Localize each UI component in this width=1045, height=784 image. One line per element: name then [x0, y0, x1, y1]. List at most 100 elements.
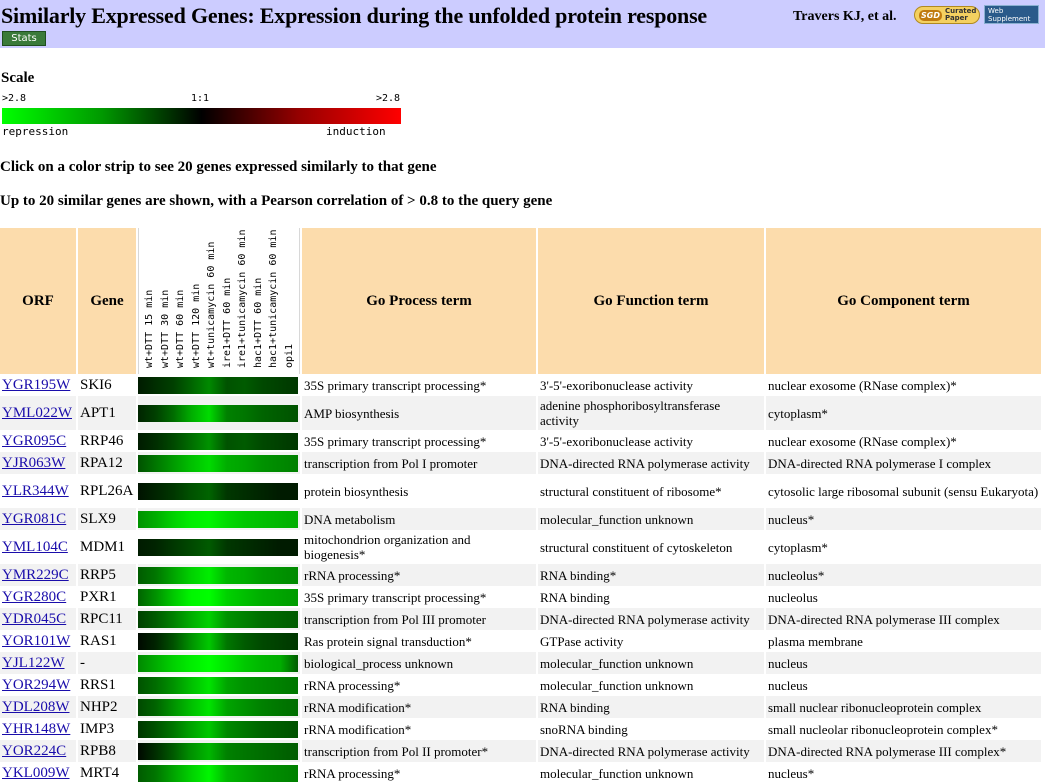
- orf-link[interactable]: YGR081C: [2, 510, 67, 527]
- orf-cell: YGR280C: [0, 586, 76, 608]
- gene-cell: MDM1: [80, 538, 126, 555]
- orf-link[interactable]: YLR344W: [2, 482, 69, 499]
- header-orf: ORF: [0, 228, 76, 374]
- expression-color-strip[interactable]: [138, 482, 298, 500]
- color-strip-cell: [138, 474, 300, 508]
- expression-color-strip[interactable]: [138, 404, 298, 422]
- go-process-cell: transcription from Pol I promoter: [302, 452, 536, 474]
- table-row: YJL122W - biological_process unknown molecu…: [0, 652, 1041, 674]
- orf-cell: YGR195W: [0, 374, 76, 396]
- go-function-cell: DNA-directed RNA polymerase activity: [538, 452, 764, 474]
- orf-link[interactable]: YKL009W: [2, 764, 70, 781]
- expression-color-strip[interactable]: [138, 376, 298, 394]
- page-header: Similarly Expressed Genes: Expression du…: [0, 0, 1045, 48]
- table-row: YKL009W MRT4 rRNA processing* molecular_fun…: [0, 762, 1041, 784]
- expression-color-strip[interactable]: [138, 454, 298, 472]
- orf-link[interactable]: YJR063W: [2, 454, 66, 471]
- orf-cell: YKL009W: [0, 762, 76, 784]
- go-component-cell: plasma membrane: [768, 633, 863, 649]
- sgd-curated-paper-link[interactable]: SGD Curated Paper: [914, 6, 980, 24]
- web-supplement-link[interactable]: Web Supplement: [984, 5, 1039, 24]
- go-component-cell: small nucleolar ribonucleoprotein comple…: [768, 721, 998, 737]
- color-strip-cell: [138, 586, 300, 608]
- go-function-cell: snoRNA binding: [540, 721, 628, 737]
- expression-color-strip[interactable]: [138, 676, 298, 694]
- orf-link[interactable]: YML104C: [2, 538, 68, 555]
- instruction-click: Click on a color strip to see 20 genes e…: [0, 159, 437, 175]
- orf-cell: YJR063W: [0, 452, 76, 474]
- expression-color-strip[interactable]: [138, 510, 298, 528]
- orf-link[interactable]: YML022W: [2, 404, 72, 421]
- condition-label: ire1+DTT 60 min: [222, 278, 233, 368]
- color-strip-cell: [138, 696, 300, 718]
- orf-link[interactable]: YGR195W: [2, 376, 71, 393]
- condition-label-text: wt+DTT 15 min: [144, 289, 155, 368]
- color-strip-cell: [138, 652, 300, 674]
- condition-label: wt+DTT 120 min: [191, 284, 202, 368]
- gene-cell: RPA12: [78, 452, 136, 474]
- orf-link[interactable]: YHR148W: [2, 720, 71, 737]
- expression-color-strip[interactable]: [138, 764, 298, 782]
- expression-color-strip[interactable]: [138, 720, 298, 738]
- orf-link[interactable]: YOR224C: [2, 742, 67, 759]
- orf-link[interactable]: YDL208W: [2, 698, 70, 715]
- gene-cell: -: [78, 652, 136, 674]
- go-component-cell: DNA-directed RNA polymerase I complex: [766, 452, 1041, 474]
- gene-cell: IMP3: [80, 720, 115, 737]
- authors-text: Travers KJ, et al.: [793, 9, 897, 24]
- color-strip-cell: [138, 762, 300, 784]
- orf-link[interactable]: YOR101W: [2, 632, 71, 649]
- expression-color-strip[interactable]: [138, 432, 298, 450]
- expression-color-strip[interactable]: [138, 610, 298, 628]
- gene-cell: SLX9: [78, 508, 136, 530]
- go-function-cell: RNA binding: [538, 696, 764, 718]
- expression-color-strip[interactable]: [138, 538, 298, 556]
- go-component-cell: DNA-directed RNA polymerase III complex*: [766, 740, 1041, 762]
- go-function-cell: RNA binding*: [538, 564, 764, 586]
- orf-cell: YOR224C: [0, 740, 76, 762]
- condition-label-text: wt+tunicamycin 60 min: [206, 241, 217, 368]
- header-go-process: Go Process term: [302, 228, 536, 374]
- expression-color-strip[interactable]: [138, 654, 298, 672]
- orf-link[interactable]: YOR294W: [2, 676, 71, 693]
- expression-color-strip[interactable]: [138, 698, 298, 716]
- scale-right-label: >2.8: [376, 93, 401, 104]
- go-component-cell: small nuclear ribonucleoprotein complex: [766, 696, 1041, 718]
- gene-cell: RPC11: [78, 608, 136, 630]
- gene-cell: PXR1: [80, 588, 117, 605]
- color-strip-cell: [138, 564, 300, 586]
- page-title: Similarly Expressed Genes: Expression du…: [1, 3, 708, 28]
- go-process-cell: protein biosynthesis: [304, 483, 409, 499]
- orf-link[interactable]: YMR229C: [2, 566, 69, 583]
- table-row: YML022W APT1 AMP biosynthesis adenine phosp…: [0, 396, 1041, 430]
- table-row: YOR224C RPB8 transcription from Pol II pro…: [0, 740, 1041, 762]
- expression-color-strip[interactable]: [138, 742, 298, 760]
- expression-color-strip[interactable]: [138, 632, 298, 650]
- orf-link[interactable]: YGR095C: [2, 432, 67, 449]
- orf-link[interactable]: YDR045C: [2, 610, 67, 627]
- stats-button[interactable]: Stats: [2, 31, 46, 46]
- table-row: YOR101W RAS1 Ras protein signal transducti…: [0, 630, 1041, 652]
- go-process-cell: rRNA processing*: [304, 677, 401, 693]
- go-component-cell: nucleus*: [768, 765, 815, 781]
- orf-link[interactable]: YGR280C: [2, 588, 67, 605]
- color-strip-cell: [138, 452, 300, 474]
- expression-color-strip[interactable]: [138, 588, 298, 606]
- orf-link[interactable]: YJL122W: [2, 654, 65, 671]
- expression-color-strip[interactable]: [138, 566, 298, 584]
- table-row: YMR229C RRP5 rRNA processing* RNA binding* n…: [0, 564, 1041, 586]
- instruction-correlation: Up to 20 similar genes are shown, with a…: [0, 193, 553, 209]
- header-gene: Gene: [78, 228, 136, 374]
- go-process-cell: rRNA processing*: [304, 765, 401, 781]
- go-function-cell: RNA binding: [540, 589, 610, 605]
- table-row: YLR344W RPL26A protein biosynthesis structu…: [0, 474, 1041, 508]
- go-process-cell: 35S primary transcript processing*: [304, 589, 487, 605]
- go-process-cell: transcription from Pol III promoter: [302, 608, 536, 630]
- orf-cell: YDR045C: [0, 608, 76, 630]
- go-function-cell: adenine phosphoribosyltransferase activi…: [538, 396, 764, 430]
- table-row: YGR195W SKI6 35S primary transcript proces…: [0, 374, 1041, 396]
- condition-label: hac1+DTT 60 min: [253, 278, 264, 368]
- go-function-cell: molecular_function unknown: [538, 508, 764, 530]
- table-row: YOR294W RRS1 rRNA processing* molecular_fun…: [0, 674, 1041, 696]
- go-function-cell: molecular_function unknown: [538, 652, 764, 674]
